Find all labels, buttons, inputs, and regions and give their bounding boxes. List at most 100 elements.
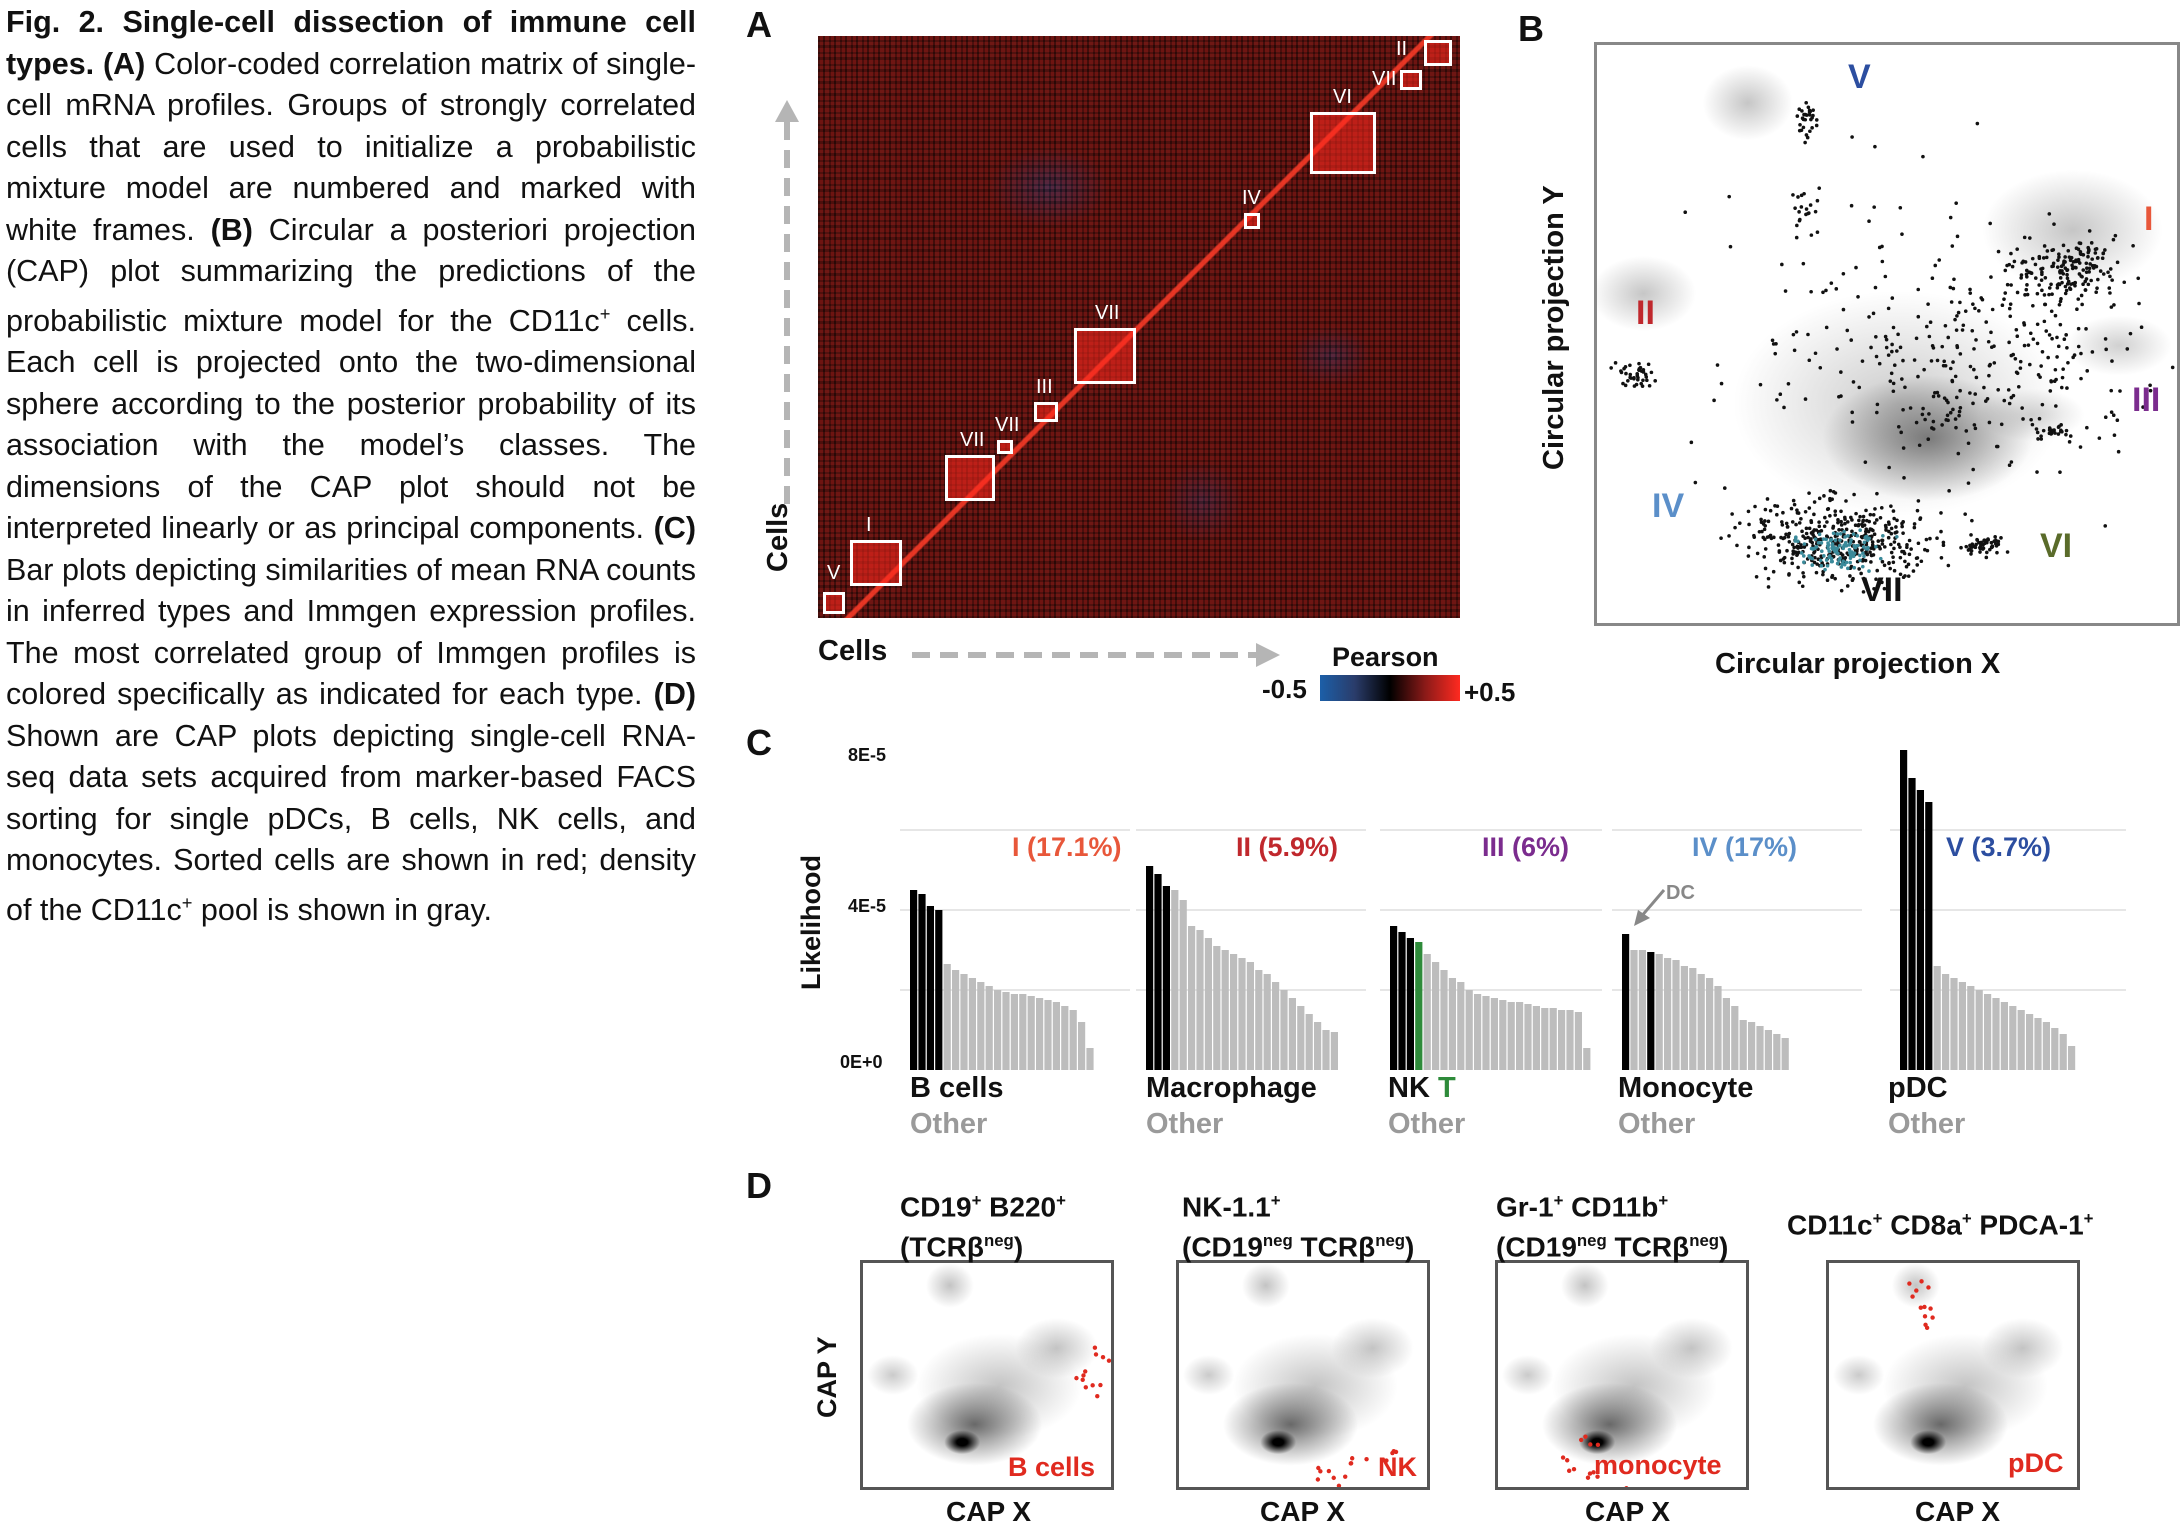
cap-dot: [2109, 388, 2114, 393]
cap-dot: [2080, 302, 2084, 307]
cap-dot: [2041, 256, 2046, 260]
cap-dot: [1879, 505, 1884, 510]
cap-dot: [1892, 568, 1897, 573]
caption-text-d2: pool is shown in gray.: [200, 892, 492, 927]
cap-dot: [2062, 260, 2066, 265]
title-text: CD11c: [1787, 1209, 1873, 1241]
cap-dot: [2085, 369, 2090, 373]
cap-cluster-label: V: [1848, 58, 1871, 96]
cap-dot: [1825, 578, 1830, 582]
bar: [1647, 952, 1655, 1070]
cap-dot: [1768, 508, 1773, 513]
cap-dot: [1813, 537, 1818, 541]
cap-dot: [2112, 433, 2117, 438]
cap-dot: [2107, 286, 2112, 290]
cap-dot: [1861, 519, 1865, 524]
cap-dot: [1628, 363, 1632, 368]
cap-dot: [2087, 247, 2091, 252]
cluster-frame-label: III: [1036, 376, 1053, 398]
bar: [1532, 1006, 1540, 1070]
title-text: ): [1405, 1231, 1415, 1263]
cap-dot: [1813, 209, 1818, 214]
cap-dot: [1892, 540, 1897, 544]
cap-dot: [1849, 515, 1853, 520]
cap-dot: [1872, 205, 1876, 209]
cap-dot: [2006, 388, 2011, 392]
cap-dot: [2057, 255, 2061, 259]
bar: [1925, 802, 1933, 1070]
cap-dot: [1979, 540, 1984, 545]
cap-dot: [1787, 573, 1791, 577]
cap-dot: [1951, 286, 1956, 291]
cap-dot: [1989, 545, 1994, 550]
cap-dot: [1864, 527, 1869, 531]
cap-dot: [1712, 398, 1716, 403]
title-sup: +: [1658, 1191, 1669, 1210]
cap-dot: [1838, 556, 1842, 560]
cap-dot: [1765, 497, 1770, 501]
cap-dot: [2037, 254, 2042, 259]
cap-dot: [1719, 381, 1724, 386]
cap-dot: [1799, 517, 1803, 521]
bar: [1933, 966, 1941, 1070]
cap-dot: [1735, 543, 1739, 548]
cap-dot: [1973, 392, 1978, 396]
cap-dot: [1815, 562, 1819, 566]
cap-dot: [2050, 336, 2054, 341]
cap-dot: [1906, 562, 1911, 567]
cap-cluster-label: II: [1636, 294, 1655, 332]
cap-dot: [1802, 542, 1807, 546]
facs-red-dots: [1315, 1448, 1399, 1487]
cap-dot: [1860, 535, 1865, 540]
cap-dot: [1873, 144, 1877, 149]
cap-dot: [1954, 425, 1958, 430]
cap-dot: [1900, 549, 1904, 554]
cap-dot: [2066, 279, 2071, 284]
cap-dot: [1931, 346, 1936, 350]
bar: [1448, 978, 1456, 1070]
bar: [1423, 954, 1431, 1070]
cap-dot: [1867, 569, 1871, 573]
bar-group-title: I (17.1%): [1012, 832, 1122, 862]
cap-dot: [1817, 524, 1822, 529]
cap-dot: [2076, 326, 2081, 331]
cap-dot: [2061, 243, 2066, 248]
cap-dot: [1816, 538, 1821, 542]
cap-dot: [1966, 481, 1971, 485]
cluster-frame: [945, 455, 995, 501]
cap-dot: [1802, 560, 1806, 564]
bar: [1689, 968, 1697, 1070]
cap-dot: [1828, 488, 1833, 493]
cap-dot: [1811, 529, 1815, 534]
cap-dot: [1830, 542, 1835, 546]
title-sup: neg: [1375, 1231, 1406, 1251]
cap-dot: [1819, 564, 1824, 568]
cap-dot: [1971, 467, 1975, 472]
cap-dot: [1760, 529, 1764, 534]
facs-red-dot: [1926, 1285, 1931, 1290]
cap-dot: [1847, 547, 1852, 552]
cap-dot: [2076, 344, 2081, 349]
cap-dot: [2039, 437, 2044, 441]
bar: [1630, 950, 1638, 1070]
cap-dot: [1955, 234, 1960, 239]
facs-red-dot: [1364, 1456, 1369, 1462]
cap-dot: [1848, 560, 1852, 565]
cap-dot: [1794, 235, 1799, 240]
cap-dot: [1898, 572, 1903, 577]
cap-dot: [1919, 559, 1924, 564]
cap-dot: [1839, 509, 1843, 514]
cap-dot: [1869, 546, 1873, 550]
cap-dot: [2019, 273, 2024, 277]
cap-dot: [2057, 252, 2061, 256]
cap-dot: [2086, 282, 2091, 287]
cap-dot: [1915, 563, 1920, 567]
cap-dot: [1926, 437, 1931, 442]
cap-dot: [1864, 508, 1868, 513]
cap-dot: [1889, 550, 1894, 555]
cap-dot: [1803, 397, 1808, 401]
cap-dot: [2063, 266, 2068, 270]
cap-dot: [1800, 109, 1804, 113]
cap-dot: [1810, 563, 1815, 567]
cap-dot: [1873, 521, 1877, 525]
